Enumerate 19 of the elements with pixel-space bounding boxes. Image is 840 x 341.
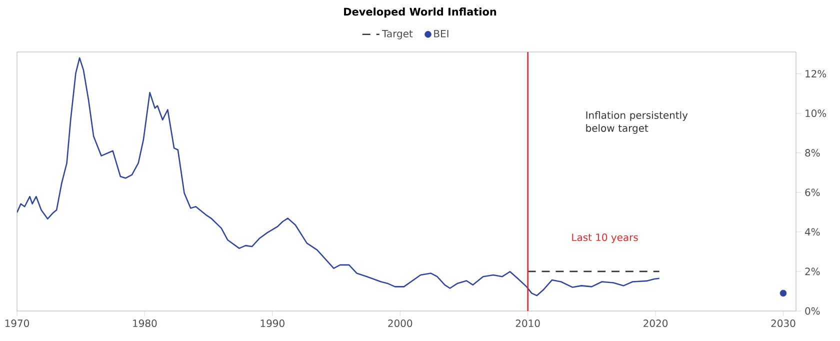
x-tick-label: 1970 (5, 319, 30, 328)
ref-line-label: Last 10 years (572, 234, 638, 244)
y-tick-label: 6% (805, 188, 820, 196)
y-tick-label: 4% (804, 228, 820, 236)
y-tick-label: 10% (806, 110, 826, 118)
x-tick-label: 2010 (516, 319, 540, 328)
x-tick-label: 1980 (133, 319, 157, 328)
y-tick-label: 8% (805, 149, 820, 157)
legend-label: Target (382, 30, 413, 40)
y-tick-label: 0% (805, 307, 820, 315)
annotation: Inflation persistently below target (586, 111, 688, 134)
x-tick-label: 2000 (388, 319, 412, 328)
y-tick-label: 2% (805, 268, 820, 276)
legend-label: BEI (434, 30, 448, 38)
chart-title: Developed World Inflation (344, 8, 496, 18)
x-tick-label: 2020 (644, 319, 668, 328)
x-tick-label: 2030 (771, 319, 796, 328)
y-tick-label: 12% (806, 70, 826, 78)
x-tick-label: 1990 (260, 319, 284, 328)
